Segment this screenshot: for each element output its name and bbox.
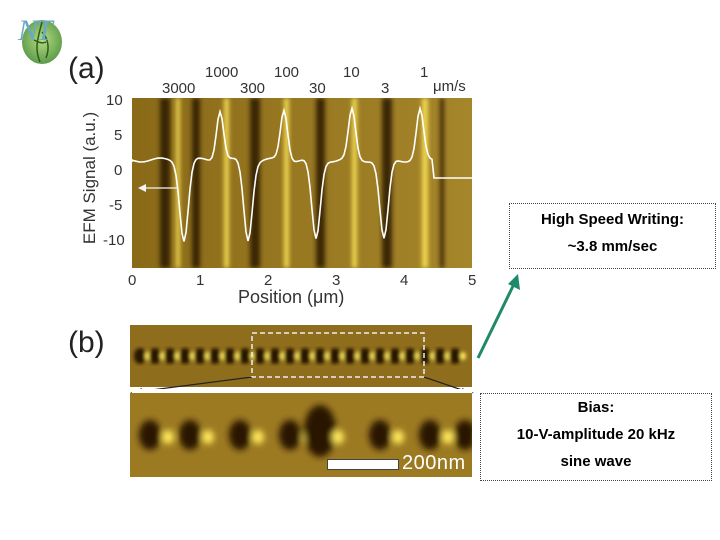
x-tick-5: 5 [468,272,477,289]
zoom-bright-domain [392,430,404,444]
logo-emblem-icon [22,20,62,64]
strip-dark-domain [254,348,266,364]
y-axis-label: EFM Signal (a.u.) [80,111,99,245]
zoom-dark-domain [369,420,391,450]
y-tick-neg10: -10 [103,232,125,249]
note-bias-title: Bias: [577,399,615,416]
y-tick-0: 0 [114,162,123,179]
panel-b-label: (b) [68,326,105,359]
afm-strip-overview [130,325,472,387]
y-tick-5: 5 [114,127,123,144]
y-tick-neg5: -5 [109,197,123,214]
speed-top-1000: 1000 [205,64,239,81]
efm-stripe-8 [382,98,392,268]
zoom-bright-domain [202,430,214,444]
zoom-dark-domain [419,420,441,450]
speed-bottom-300: 300 [240,80,266,97]
efm-signal-trace [132,105,472,242]
pointer-arrow [476,274,520,359]
note-bias-amplitude: 10-V-amplitude 20 kHz [516,426,676,443]
strip-dark-domain [419,348,431,364]
zoom-dark-domain [179,420,201,450]
scale-bar-label: 200nm [402,452,466,474]
strip-dark-domain [164,348,176,364]
strip-dark-domain [239,348,251,364]
note-bias: Bias: 10-V-amplitude 20 kHz sine wave [480,393,712,481]
zoom-dark-domain [304,405,336,457]
efm-stripe-2 [192,98,200,268]
logo-text: NT [18,14,53,47]
efm-stripe-7 [352,98,357,268]
strip-dark-domain [299,348,311,364]
strip-dark-domain [284,348,296,364]
strip-dark-domain [404,348,416,364]
note-bias-wave: sine wave [560,453,632,470]
strip-dark-domain [269,348,281,364]
strip-dark-domain [209,348,221,364]
strip-dark-domain [179,348,191,364]
efm-stripe-5 [284,98,289,268]
strip-dark-domain [149,348,161,364]
zoom-region-box [251,332,425,378]
x-tick-1: 1 [196,272,205,289]
x-tick-2: 2 [264,272,273,289]
note-high-speed-value: ~3.8 mm/sec [567,238,658,255]
zoom-bright-domain [332,430,344,444]
efm-stripe-3 [224,98,229,268]
y-tick-10: 10 [106,92,123,109]
afm-zoom-image [130,393,472,477]
efm-stripe-0 [160,98,170,268]
strip-dark-domain [389,348,401,364]
efm-stripe-9 [422,98,428,268]
speed-bottom-3000: 3000 [162,80,196,97]
zoom-bright-domain [252,430,264,444]
speed-bottom-3: 3 [381,80,390,97]
efm-stripe-1 [176,98,180,268]
x-tick-0: 0 [128,272,137,289]
x-tick-3: 3 [332,272,341,289]
note-high-speed: High Speed Writing: ~3.8 mm/sec [509,203,716,269]
zoom-dark-domain [279,420,301,450]
zoom-dark-domain [139,420,161,450]
strip-dark-domain [359,348,371,364]
x-axis-label: Position (μm) [238,287,345,307]
efm-image [132,98,472,268]
note-high-speed-title: High Speed Writing: [540,211,685,228]
strip-dark-domain [134,348,146,364]
zoom-dark-domain [454,420,472,450]
panel-a-label: (a) [68,52,105,85]
strip-dark-domain [434,348,446,364]
speed-top-100: 100 [274,64,300,81]
strip-dark-domain [329,348,341,364]
zoom-bright-domain [442,430,454,444]
strip-dark-domain [224,348,236,364]
strip-bright-domain [460,352,466,360]
strip-dark-domain [194,348,206,364]
x-tick-4: 4 [400,272,409,289]
efm-stripe-6 [316,98,325,268]
speed-top-1: 1 [420,64,429,81]
scale-bar [327,459,399,470]
speed-bottom-30: 30 [309,80,326,97]
zoom-white-band [132,389,472,394]
zoom-bright-domain [162,430,174,444]
strip-dark-domain [449,348,461,364]
strip-dark-domain [314,348,326,364]
efm-stripe-10 [440,98,444,268]
logo: NT [12,8,68,64]
strip-dark-domain [344,348,356,364]
speed-top-10: 10 [343,64,360,81]
zoom-dark-domain [229,420,251,450]
speed-unit: μm/s [433,78,466,95]
strip-dark-domain [374,348,386,364]
